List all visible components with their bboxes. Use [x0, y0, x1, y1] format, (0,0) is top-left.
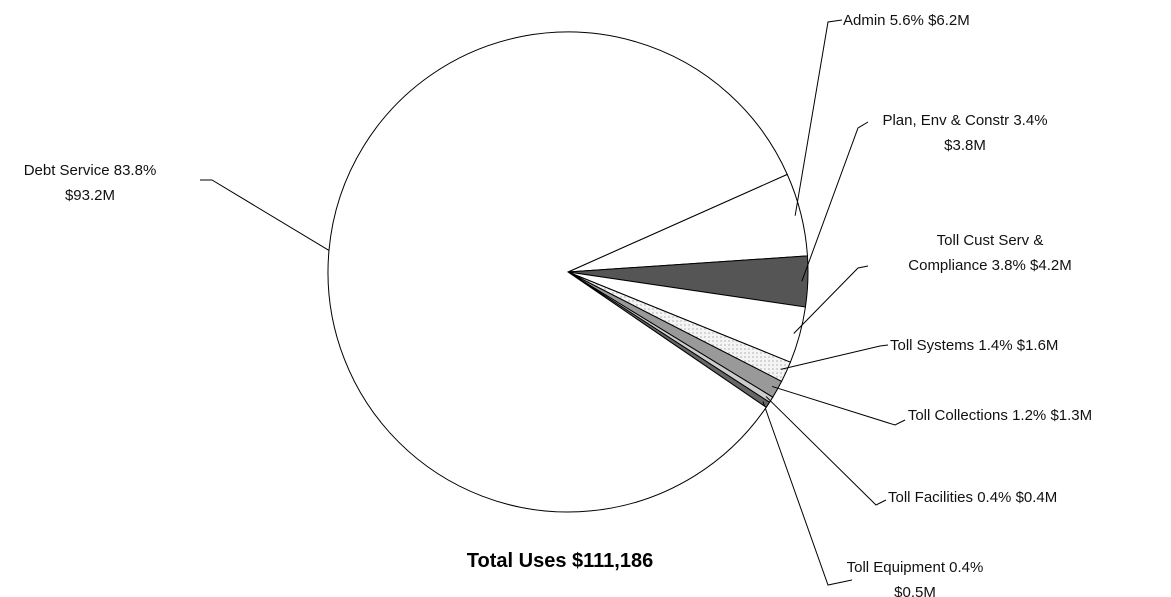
leader-line [794, 19, 843, 216]
leader-line [200, 179, 330, 251]
slice-label: Toll Collections 1.2% $1.3M [905, 403, 1095, 428]
slice-label: Admin 5.6% $6.2M [843, 8, 970, 33]
label-name: Plan, Env & Constr [882, 112, 1010, 129]
label-amount: $1.3M [1050, 407, 1093, 424]
label-name: Toll Equipment [846, 559, 945, 576]
label-name: Admin [843, 12, 886, 29]
label-name: Toll Cust Serv & Compliance [908, 232, 1044, 274]
leader-line [780, 344, 889, 370]
slice-label: Toll Cust Serv & Compliance 3.8% $4.2M [897, 228, 1083, 278]
label-name: Toll Collections [907, 407, 1008, 424]
slice-label: Toll Facilities 0.4% $0.4M [888, 485, 1057, 510]
leader-line [762, 401, 853, 586]
slice-label: Plan, Env & Constr 3.4% $3.8M [860, 108, 1070, 158]
label-name: Toll Systems [890, 337, 975, 354]
label-percent: 3.4% [1013, 112, 1048, 129]
label-percent: 1.4% [978, 337, 1013, 354]
leader-line [801, 121, 869, 282]
slice-label: Toll Systems 1.4% $1.6M [890, 333, 1058, 358]
label-amount: $1.6M [1016, 337, 1059, 354]
label-percent: 1.2% [1012, 407, 1047, 424]
label-amount: $0.4M [1015, 489, 1058, 506]
label-name: Debt Service [23, 162, 110, 179]
slice-label: Toll Equipment 0.4% $0.5M [840, 555, 990, 597]
label-name: Toll Facilities [888, 489, 974, 506]
label-amount: $0.5M [894, 584, 936, 597]
chart-title: Total Uses $111,186 [466, 550, 654, 572]
label-amount: $6.2M [928, 12, 970, 29]
label-amount: $4.2M [1030, 257, 1072, 274]
label-percent: 5.6% [889, 12, 924, 29]
label-amount: $93.2M [64, 187, 116, 204]
label-amount: $3.8M [944, 137, 986, 154]
leader-line [793, 265, 869, 334]
label-percent: 83.8% [113, 162, 157, 179]
slice-label: Debt Service 83.8% $93.2M [0, 158, 180, 208]
leader-line [765, 396, 887, 506]
label-percent: 0.4% [977, 489, 1012, 506]
label-percent: 3.8% [991, 257, 1026, 274]
label-percent: 0.4% [949, 559, 984, 576]
leader-line [771, 385, 906, 426]
